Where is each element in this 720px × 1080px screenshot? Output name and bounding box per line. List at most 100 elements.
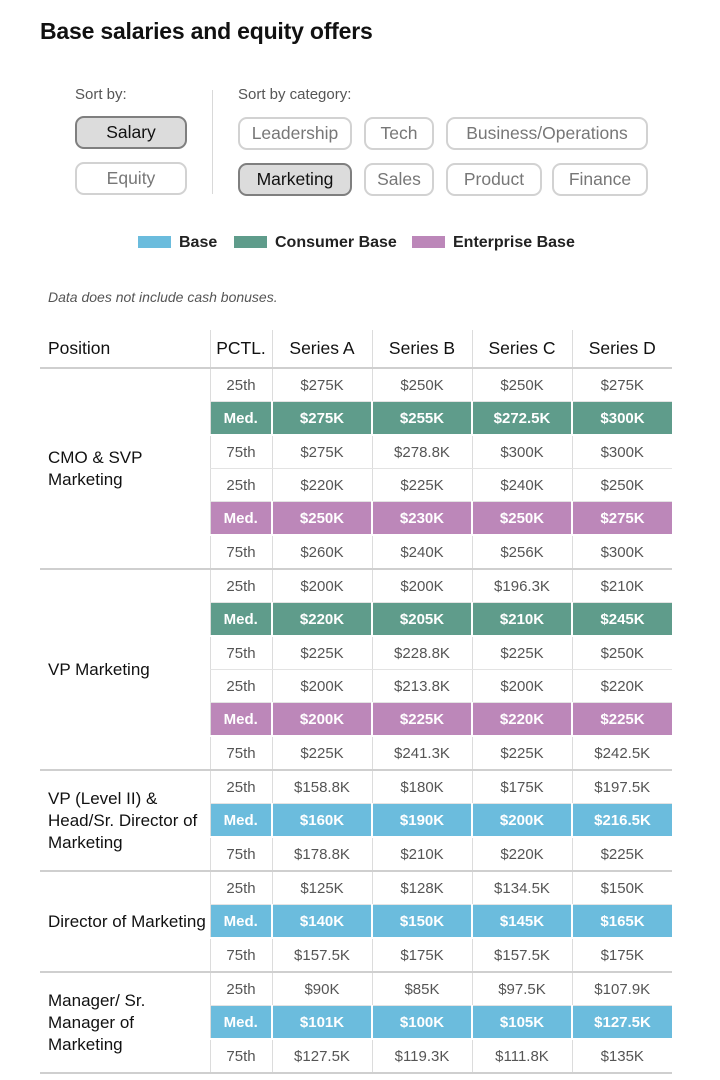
- category-leadership-button[interactable]: Leadership: [238, 117, 352, 150]
- salary-cell: $228.8K: [371, 636, 472, 670]
- salary-cell: $241.3K: [371, 736, 472, 771]
- salary-cell: $210K: [571, 569, 672, 603]
- position-label: Manager/ Sr. Manager of Marketing: [40, 972, 210, 1074]
- salary-cell: $225K: [371, 468, 472, 502]
- table-row: 75th $127.5K $119.3K $111.8K $135K: [40, 1039, 672, 1074]
- percentile-cell: Med.: [209, 602, 272, 637]
- salary-cell: $119.3K: [371, 1039, 472, 1074]
- percentile-cell: 25th: [209, 770, 272, 804]
- salary-cell: $220K: [471, 702, 572, 737]
- header-series-a: Series A: [271, 330, 372, 369]
- salary-cell: $107.9K: [571, 972, 672, 1006]
- salary-cell: $220K: [471, 837, 572, 872]
- salary-cell: $190K: [371, 803, 472, 838]
- salary-cell: $300K: [571, 435, 672, 469]
- salary-cell: $300K: [571, 535, 672, 570]
- legend-label-consumer-base: Consumer Base: [275, 234, 397, 251]
- salary-cell: $175K: [371, 938, 472, 973]
- percentile-cell: Med.: [209, 401, 272, 436]
- header-series-c: Series C: [471, 330, 572, 369]
- salary-cell: $225K: [471, 736, 572, 771]
- table-row: 75th $225K $241.3K $225K $242.5K: [40, 736, 672, 771]
- salary-cell: $275K: [571, 368, 672, 402]
- salary-cell: $260K: [271, 535, 372, 570]
- salary-cell: $127.5K: [271, 1039, 372, 1074]
- salary-cell: $180K: [371, 770, 472, 804]
- percentile-cell: 25th: [209, 871, 272, 905]
- salary-cell: $225K: [471, 636, 572, 670]
- salary-cell: $210K: [371, 837, 472, 872]
- table-row: 75th $178.8K $210K $220K $225K: [40, 837, 672, 872]
- salary-cell: $275K: [271, 368, 372, 402]
- header-series-d: Series D: [571, 330, 672, 369]
- salary-cell: $105K: [471, 1005, 572, 1040]
- salary-cell: $250K: [371, 368, 472, 402]
- legend-label-enterprise-base: Enterprise Base: [453, 234, 575, 251]
- salary-cell: $127.5K: [571, 1005, 672, 1040]
- table-row: Manager/ Sr. Manager of Marketing 25th $90…: [40, 972, 672, 1074]
- page-title: Base salaries and equity offers: [40, 18, 373, 44]
- legend-item-base: Base: [138, 234, 217, 252]
- percentile-cell: 25th: [209, 468, 272, 502]
- salary-cell: $196.3K: [471, 569, 572, 603]
- salary-cell: $125K: [271, 871, 372, 905]
- salary-cell: $225K: [371, 702, 472, 737]
- salary-cell: $220K: [271, 468, 372, 502]
- category-marketing-button[interactable]: Marketing: [238, 163, 352, 196]
- sort-salary-button[interactable]: Salary: [75, 116, 187, 149]
- salary-cell: $158.8K: [271, 770, 372, 804]
- salary-cell: $225K: [271, 636, 372, 670]
- salary-cell: $250K: [571, 468, 672, 502]
- salary-cell: $165K: [571, 904, 672, 939]
- category-sales-button[interactable]: Sales: [364, 163, 434, 196]
- percentile-cell: 75th: [209, 938, 272, 973]
- table-row: 75th $260K $240K $256K $300K: [40, 535, 672, 570]
- table-row: Med. $140K $150K $145K $165K: [40, 904, 672, 939]
- salary-cell: $255K: [371, 401, 472, 436]
- percentile-cell: 75th: [209, 535, 272, 570]
- salary-cell: $250K: [471, 501, 572, 536]
- salary-cell: $197.5K: [571, 770, 672, 804]
- salary-cell: $128K: [371, 871, 472, 905]
- table-row: Med. $160K $190K $200K $216.5K: [40, 803, 672, 838]
- percentile-cell: 75th: [209, 636, 272, 670]
- salary-cell: $97.5K: [471, 972, 572, 1006]
- salary-cell: $225K: [571, 702, 672, 737]
- salary-cell: $300K: [571, 401, 672, 436]
- legend-swatch-base: [138, 235, 171, 248]
- table-row: Med. $275K $255K $272.5K $300K: [40, 401, 672, 436]
- percentile-cell: Med.: [209, 904, 272, 939]
- salary-cell: $300K: [471, 435, 572, 469]
- salary-cell: $205K: [371, 602, 472, 637]
- table-row: VP (Level II) & Head/Sr. Director of Mar…: [40, 770, 672, 872]
- percentile-cell: 25th: [209, 669, 272, 703]
- filter-controls: Sort by: Sort by category: Salary Equity…: [0, 0, 720, 270]
- salary-cell: $100K: [371, 1005, 472, 1040]
- position-label: VP (Level II) & Head/Sr. Director of Mar…: [40, 770, 210, 872]
- salary-cell: $150K: [371, 904, 472, 939]
- salary-cell: $200K: [471, 669, 572, 703]
- percentile-cell: 75th: [209, 435, 272, 469]
- legend-item-enterprise-base: Enterprise Base: [412, 234, 575, 252]
- salary-cell: $213.8K: [371, 669, 472, 703]
- salary-cell: $140K: [271, 904, 372, 939]
- legend-label-base: Base: [179, 234, 218, 251]
- category-business-operations-button[interactable]: Business/Operations: [446, 117, 648, 150]
- sort-by-label: Sort by:: [75, 86, 127, 103]
- salary-cell: $250K: [271, 501, 372, 536]
- salary-cell: $275K: [271, 401, 372, 436]
- sort-by-category-label: Sort by category:: [238, 86, 352, 103]
- salary-cell: $135K: [571, 1039, 672, 1074]
- category-finance-button[interactable]: Finance: [552, 163, 648, 196]
- data-note: Data does not include cash bonuses.: [48, 289, 278, 305]
- table-row: 75th $157.5K $175K $157.5K $175K: [40, 938, 672, 973]
- percentile-cell: 25th: [209, 972, 272, 1006]
- category-tech-button[interactable]: Tech: [364, 117, 434, 150]
- salary-cell: $220K: [571, 669, 672, 703]
- salary-cell: $134.5K: [471, 871, 572, 905]
- percentile-cell: Med.: [209, 1005, 272, 1040]
- salary-cell: $157.5K: [471, 938, 572, 973]
- table-row: VP Marketing 25th $200K $200K $196.3K $210K: [40, 569, 672, 771]
- category-product-button[interactable]: Product: [446, 163, 542, 196]
- sort-equity-button[interactable]: Equity: [75, 162, 187, 195]
